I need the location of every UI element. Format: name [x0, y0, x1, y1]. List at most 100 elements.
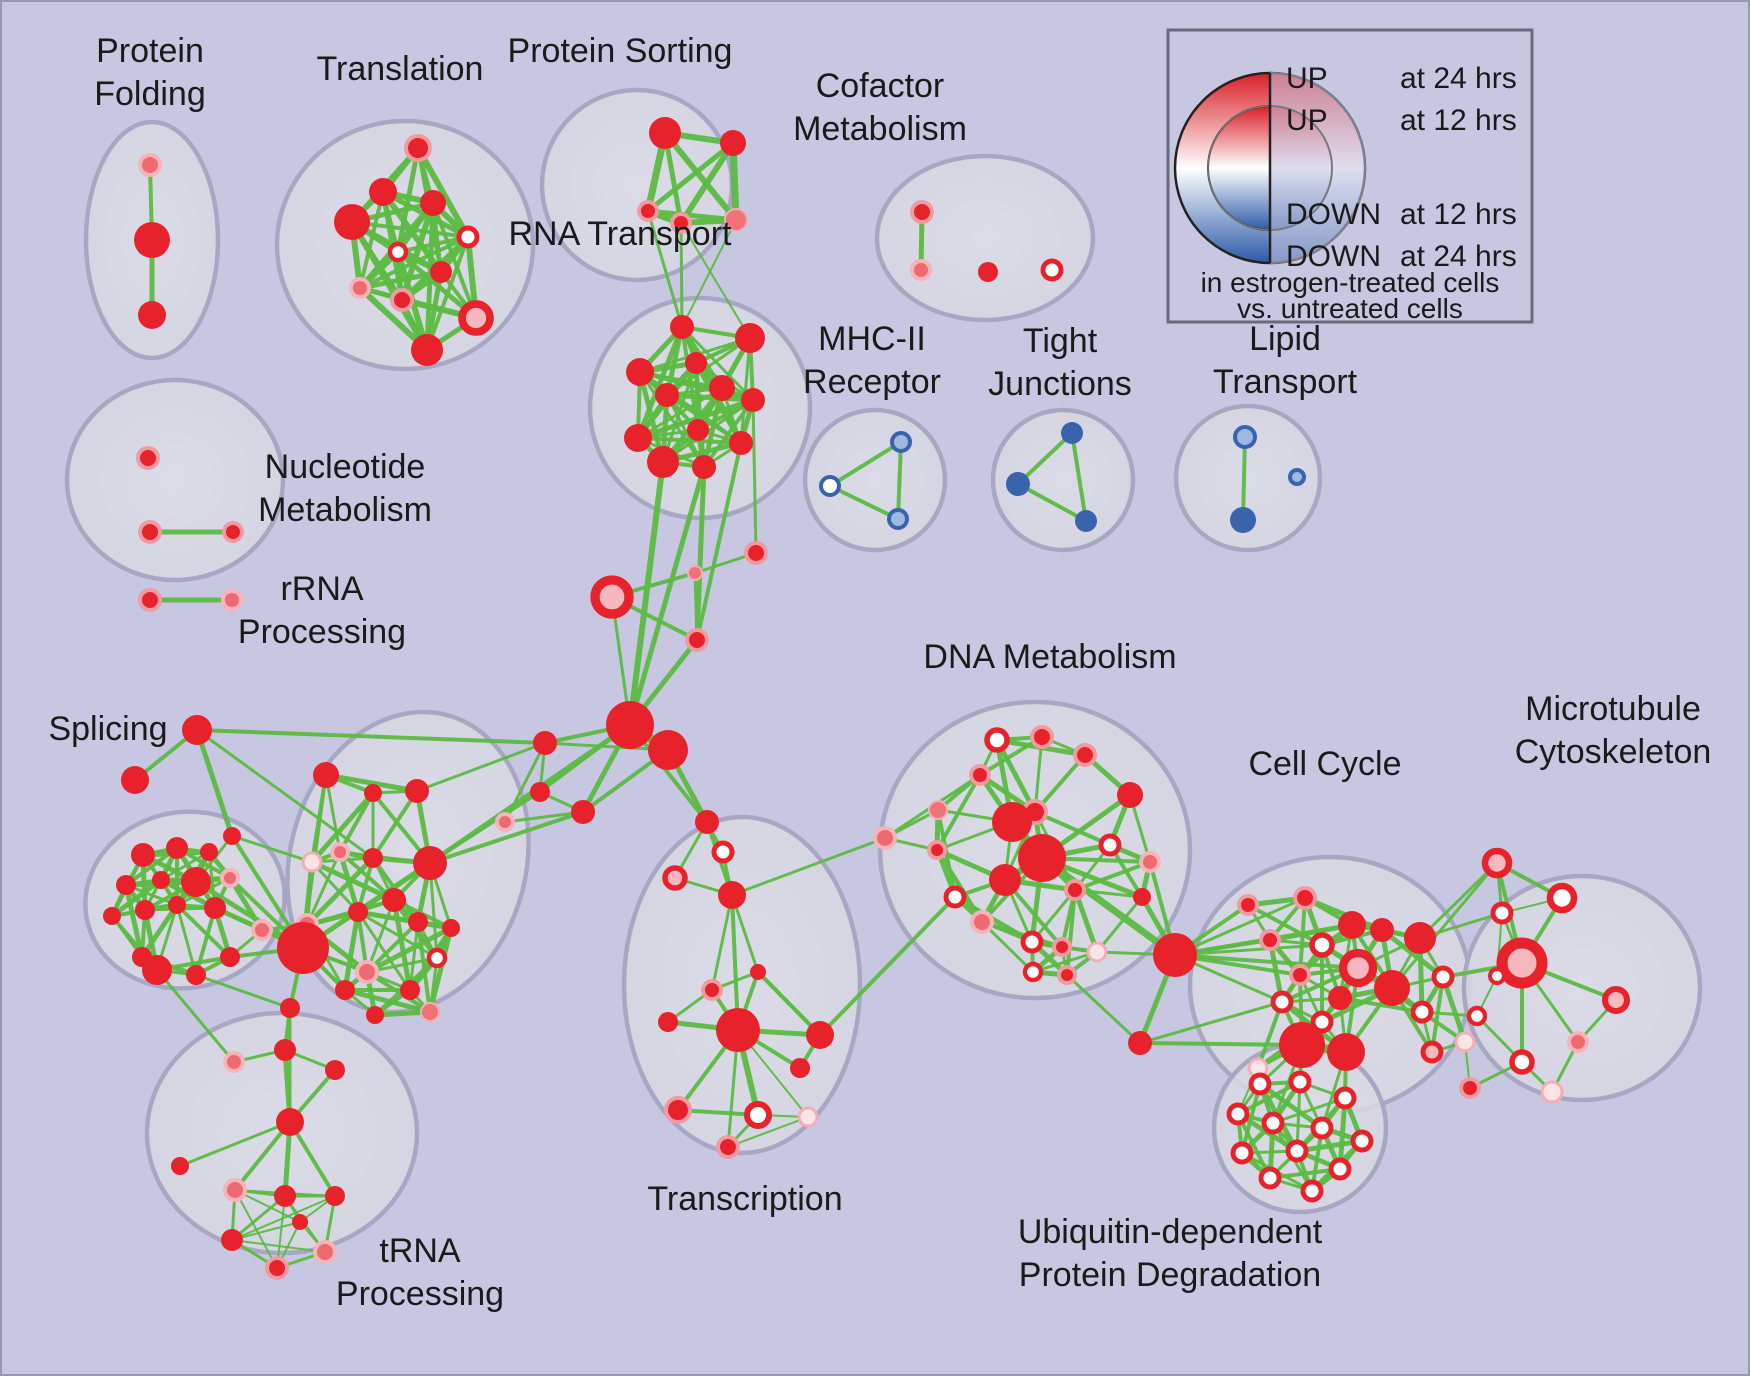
gene-node-ubiquitin-degradation-5[interactable] [1310, 1116, 1334, 1140]
gene-node-protein-sorting-0[interactable] [649, 117, 681, 149]
gene-node-backbone-5[interactable] [648, 730, 688, 770]
gene-node-trna-processing-10[interactable] [313, 1240, 337, 1264]
gene-node-trna-processing-1[interactable] [223, 1051, 245, 1073]
gene-node-cell-cycle-9[interactable] [1338, 948, 1378, 988]
gene-node-backbone-3[interactable] [685, 628, 709, 652]
gene-node-transcription-2[interactable] [662, 865, 688, 891]
gene-node-microtubule-cytoskeleton-6[interactable] [1466, 1005, 1488, 1027]
gene-node-microtubule-cytoskeleton-0[interactable] [1481, 847, 1513, 879]
gene-node-translation-8[interactable] [390, 288, 414, 312]
gene-node-nucleotide-metabolism-3[interactable] [138, 588, 162, 612]
gene-node-splicing-3[interactable] [116, 875, 136, 895]
gene-node-cell-cycle-15[interactable] [1279, 1022, 1325, 1068]
gene-node-backbone-0[interactable] [744, 541, 768, 565]
gene-node-nucleotide-metabolism-2[interactable] [222, 521, 244, 543]
gene-node-backbone-10[interactable] [873, 826, 897, 850]
gene-node-translation-6[interactable] [430, 261, 452, 283]
gene-node-dna-metabolism-17[interactable] [1020, 930, 1044, 954]
gene-node-cell-cycle-1[interactable] [1128, 1031, 1152, 1055]
gene-node-dna-metabolism-6[interactable] [1117, 782, 1143, 808]
gene-node-cofactor-metabolism-0[interactable] [910, 200, 934, 224]
gene-node-rrna-processing-5[interactable] [405, 779, 429, 803]
gene-node-protein-folding-0[interactable] [138, 153, 162, 177]
gene-node-translation-9[interactable] [458, 300, 494, 336]
gene-node-transcription-1[interactable] [711, 840, 735, 864]
gene-node-cell-cycle-10[interactable] [1289, 964, 1311, 986]
gene-node-ubiquitin-degradation-10[interactable] [1258, 1166, 1282, 1190]
gene-node-trna-processing-12[interactable] [292, 1214, 308, 1230]
gene-node-trna-processing-9[interactable] [221, 1229, 243, 1251]
gene-node-rrna-processing-20[interactable] [420, 1002, 440, 1022]
gene-node-transcription-3[interactable] [718, 881, 746, 909]
gene-node-transcription-4[interactable] [750, 964, 766, 980]
gene-node-backbone-9[interactable] [495, 812, 515, 832]
gene-node-rrna-processing-6[interactable] [330, 842, 350, 862]
gene-node-cell-cycle-8[interactable] [1309, 932, 1335, 958]
gene-node-dna-metabolism-7[interactable] [927, 840, 947, 860]
gene-node-rrna-processing-17[interactable] [355, 960, 379, 984]
gene-node-cofactor-metabolism-2[interactable] [978, 262, 998, 282]
gene-node-ubiquitin-degradation-11[interactable] [1300, 1179, 1324, 1203]
gene-node-splicing-14[interactable] [251, 919, 273, 941]
gene-node-rrna-processing-13[interactable] [277, 922, 329, 974]
gene-node-rrna-processing-1[interactable] [121, 766, 149, 794]
gene-node-ubiquitin-degradation-4[interactable] [1261, 1111, 1285, 1135]
gene-node-trna-processing-4[interactable] [276, 1108, 304, 1136]
gene-node-transcription-13[interactable] [716, 1135, 740, 1159]
gene-node-splicing-0[interactable] [131, 843, 155, 867]
gene-node-transcription-0[interactable] [695, 810, 719, 834]
gene-node-backbone-1[interactable] [687, 565, 703, 581]
gene-node-transcription-10[interactable] [664, 1096, 692, 1124]
gene-node-dna-metabolism-9[interactable] [1018, 834, 1066, 882]
gene-node-cell-cycle-3[interactable] [1293, 886, 1317, 910]
gene-node-dna-metabolism-14[interactable] [1133, 888, 1151, 906]
gene-node-rrna-processing-2[interactable] [223, 827, 241, 845]
gene-node-splicing-13[interactable] [220, 947, 240, 967]
gene-node-protein-folding-2[interactable] [138, 301, 166, 329]
gene-node-tight-junctions-2[interactable] [1075, 510, 1097, 532]
gene-node-microtubule-cytoskeleton-7[interactable] [1509, 1049, 1535, 1075]
gene-node-nucleotide-metabolism-0[interactable] [136, 446, 160, 470]
gene-node-rna-transport-6[interactable] [741, 388, 765, 412]
gene-node-rrna-processing-4[interactable] [364, 784, 382, 802]
gene-node-protein-sorting-3[interactable] [670, 212, 692, 234]
gene-node-translation-3[interactable] [420, 190, 446, 216]
gene-node-cell-cycle-12[interactable] [1374, 970, 1410, 1006]
gene-node-cofactor-metabolism-1[interactable] [910, 259, 932, 281]
gene-node-rrna-processing-11[interactable] [348, 902, 368, 922]
gene-node-translation-2[interactable] [369, 178, 397, 206]
gene-node-cell-cycle-4[interactable] [1338, 911, 1366, 939]
gene-node-protein-sorting-1[interactable] [720, 130, 746, 156]
gene-node-rna-transport-4[interactable] [709, 375, 735, 401]
gene-node-microtubule-cytoskeleton-9[interactable] [1540, 1080, 1564, 1104]
gene-node-rna-transport-7[interactable] [687, 419, 709, 441]
gene-node-lipid-transport-0[interactable] [1233, 425, 1257, 449]
gene-node-cell-cycle-11[interactable] [1328, 986, 1352, 1010]
gene-node-dna-metabolism-10[interactable] [989, 864, 1021, 896]
gene-node-tight-junctions-0[interactable] [1061, 422, 1083, 444]
gene-node-rna-transport-10[interactable] [692, 455, 716, 479]
gene-node-tight-junctions-1[interactable] [1006, 472, 1030, 496]
gene-node-translation-10[interactable] [411, 334, 443, 366]
gene-node-trna-processing-5[interactable] [171, 1157, 189, 1175]
gene-node-nucleotide-metabolism-1[interactable] [138, 520, 162, 544]
gene-node-dna-metabolism-18[interactable] [1052, 937, 1072, 957]
gene-node-microtubule-cytoskeleton-3[interactable] [1496, 937, 1548, 989]
gene-node-dna-metabolism-12[interactable] [1139, 851, 1161, 873]
gene-node-ubiquitin-degradation-3[interactable] [1226, 1102, 1250, 1126]
gene-node-mhc-ii-receptor-1[interactable] [819, 475, 841, 497]
gene-node-microtubule-cytoskeleton-10[interactable] [1459, 1077, 1481, 1099]
gene-node-cell-cycle-13[interactable] [1270, 990, 1294, 1014]
gene-node-rrna-processing-0[interactable] [182, 715, 212, 745]
gene-node-cell-cycle-16[interactable] [1327, 1033, 1365, 1071]
gene-node-splicing-4[interactable] [152, 871, 170, 889]
gene-node-protein-sorting-2[interactable] [637, 200, 659, 222]
gene-node-splicing-15[interactable] [186, 965, 206, 985]
gene-node-dna-metabolism-4[interactable] [928, 800, 948, 820]
gene-node-dna-metabolism-15[interactable] [943, 885, 967, 909]
gene-node-rna-transport-0[interactable] [670, 315, 694, 339]
gene-node-microtubule-cytoskeleton-2[interactable] [1490, 901, 1514, 925]
gene-node-dna-metabolism-19[interactable] [1086, 941, 1108, 963]
gene-node-splicing-6[interactable] [220, 868, 240, 888]
gene-node-cell-cycle-14[interactable] [1310, 1010, 1334, 1034]
